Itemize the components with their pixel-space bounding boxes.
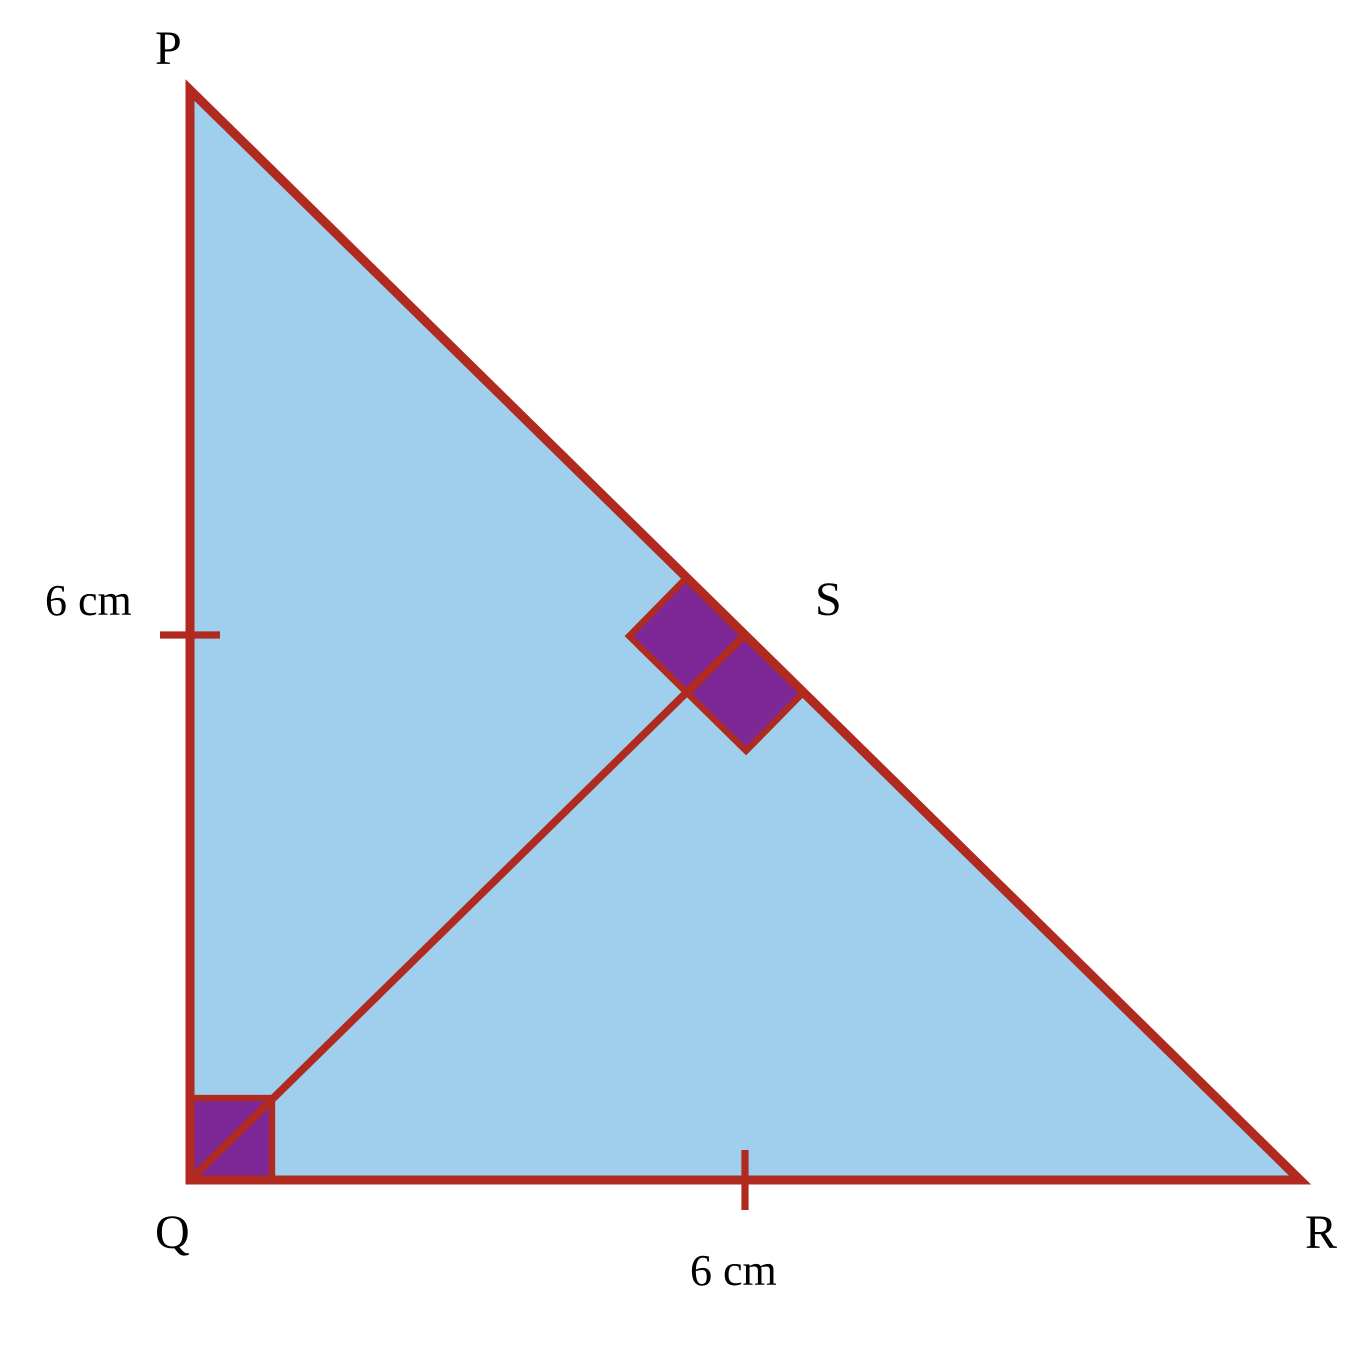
vertex-label-p: P: [155, 22, 182, 75]
dimension-label: 6 cm: [45, 576, 132, 625]
vertex-label-r: R: [1305, 1206, 1337, 1259]
dimension-label: 6 cm: [690, 1246, 777, 1295]
vertex-label-s: S: [815, 573, 842, 626]
vertex-label-q: Q: [155, 1206, 190, 1259]
